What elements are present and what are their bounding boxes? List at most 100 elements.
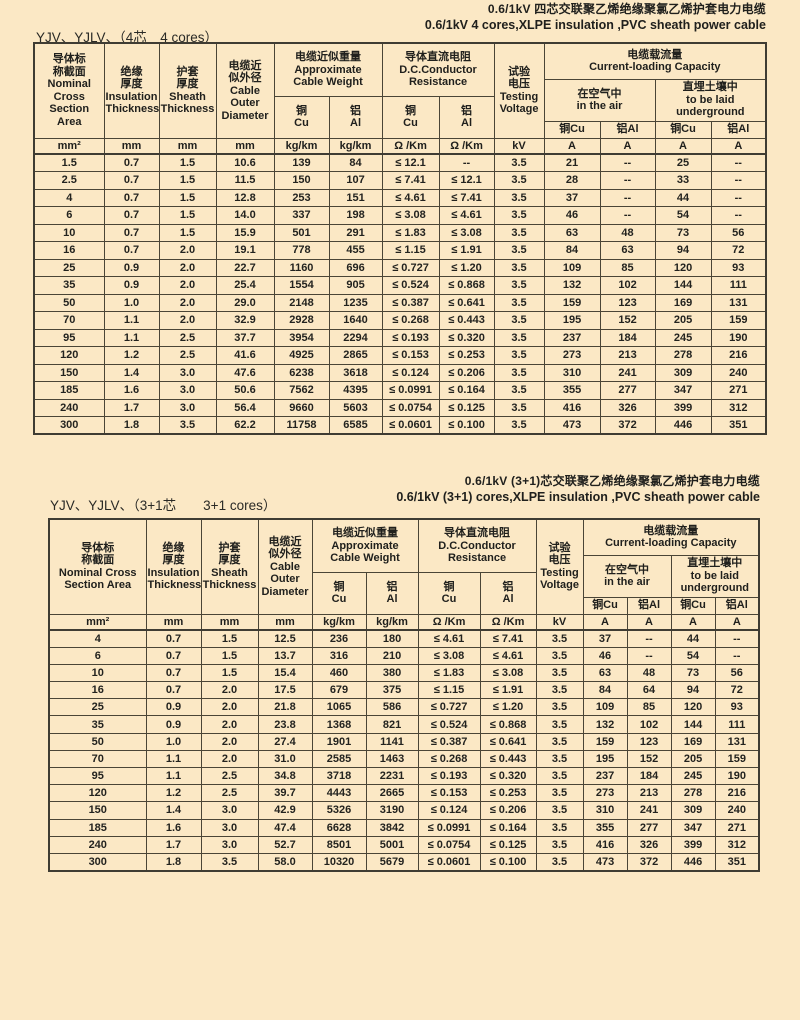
- cell: 372: [599, 416, 656, 435]
- cell: 132: [543, 276, 601, 295]
- cell: 2.5: [158, 328, 217, 347]
- unit-cell: Ω /Km: [479, 613, 537, 631]
- cell: 150: [273, 171, 330, 190]
- header-weight-cu: 铜 Cu: [273, 95, 330, 139]
- cell: 2.0: [158, 276, 217, 295]
- table-row: 6 0.7 1.5 13.7 316 210 ≤ 3.08 ≤ 4.61 3.5 46 -- 54 --: [48, 646, 760, 665]
- cell: 1640: [328, 311, 383, 330]
- cell: 1.5: [158, 206, 217, 225]
- cell: 169: [670, 732, 716, 751]
- cell: 6: [48, 646, 147, 665]
- unit-cell: mm²: [48, 613, 147, 631]
- cell: 28: [543, 171, 601, 190]
- cell: ≤ 0.443: [479, 749, 537, 769]
- header-approximate-cable-weight: 电缆近似重量 Approximate Cable Weight: [311, 518, 419, 573]
- cell: 1160: [273, 258, 330, 277]
- cell: 120: [33, 346, 105, 365]
- cell: 2148: [273, 293, 330, 312]
- table-row: 185 1.6 3.0 50.6 7562 4395 ≤ 0.0991 ≤ 0.164 3.5 3…: [33, 381, 767, 400]
- cell: 460: [311, 663, 367, 683]
- cell: 821: [365, 715, 419, 734]
- cell: ≤ 0.868: [479, 715, 537, 734]
- cell: ≤ 0.727: [417, 698, 481, 717]
- cell: 3.0: [158, 398, 217, 417]
- cell: 159: [582, 732, 628, 751]
- cell: 70: [48, 749, 147, 769]
- cell: 185: [33, 381, 105, 400]
- table-row: 150 1.4 3.0 42.9 5326 3190 ≤ 0.124 ≤ 0.206 3.5 31…: [48, 801, 760, 820]
- cell: 237: [582, 766, 628, 786]
- cell: 2.0: [158, 293, 217, 312]
- cell: ≤ 1.91: [479, 681, 537, 700]
- cell: --: [438, 153, 495, 172]
- cell: ≤ 0.153: [417, 784, 481, 803]
- cell: 0.7: [103, 153, 160, 172]
- cell: ≤ 0.320: [479, 766, 537, 786]
- cell: ≤ 0.727: [381, 258, 440, 277]
- table-row: 4 0.7 1.5 12.5 236 180 ≤ 4.61 ≤ 7.41 3.5 37 -- 44 --: [48, 629, 760, 648]
- cell: 48: [599, 223, 656, 242]
- cell: 0.7: [103, 188, 160, 207]
- cell: 3.5: [493, 328, 545, 347]
- cell: 3.5: [493, 188, 545, 207]
- cell: 3.5: [535, 698, 584, 717]
- cell: 2.0: [200, 732, 259, 751]
- cell: 586: [365, 698, 419, 717]
- cell: ≤ 1.91: [438, 241, 495, 260]
- cell: 5679: [365, 852, 419, 872]
- unit-cell: mm: [257, 613, 313, 631]
- cell: 240: [710, 363, 767, 382]
- cell: 473: [582, 852, 628, 872]
- cell: 85: [626, 698, 672, 717]
- table-row: 150 1.4 3.0 47.6 6238 3618 ≤ 0.124 ≤ 0.206 3.5 31…: [33, 363, 767, 382]
- cell: 240: [714, 801, 760, 820]
- cell: 326: [626, 835, 672, 854]
- header-in-the-air: 在空气中 in the air: [582, 554, 672, 598]
- cell: 778: [273, 241, 330, 260]
- table1-model-label: YJV、YJLV、（4芯 4 cores）: [36, 30, 219, 45]
- cell: 48: [626, 663, 672, 683]
- cell: --: [599, 206, 656, 225]
- cell: 3.5: [535, 784, 584, 803]
- cell: 679: [311, 681, 367, 700]
- cell: 1.8: [145, 852, 202, 872]
- cell: 56: [714, 663, 760, 683]
- cell: 3.5: [535, 749, 584, 769]
- unit-cell: A: [710, 137, 767, 155]
- unit-cell: kg/km: [365, 613, 419, 631]
- cell: 102: [599, 276, 656, 295]
- cell: 1463: [365, 749, 419, 769]
- cell: 2.0: [200, 715, 259, 734]
- cell: ≤ 0.0991: [381, 381, 440, 400]
- cell: 12.8: [215, 188, 275, 207]
- cell: 3.5: [535, 852, 584, 872]
- cell: 120: [670, 698, 716, 717]
- cell: ≤ 0.124: [417, 801, 481, 820]
- cell: 62.2: [215, 416, 275, 435]
- unit-cell: A: [670, 613, 716, 631]
- table-row: 240 1.7 3.0 52.7 8501 5001 ≤ 0.0754 ≤ 0.125 3.5 4…: [48, 835, 760, 854]
- cell: 63: [582, 663, 628, 683]
- cell: 94: [654, 241, 712, 260]
- cell: 3.5: [493, 241, 545, 260]
- cell: ≤ 0.868: [438, 276, 495, 295]
- cell: 446: [654, 416, 712, 435]
- cell: ≤ 0.268: [381, 311, 440, 330]
- cell: 109: [543, 258, 601, 277]
- cell: 446: [670, 852, 716, 872]
- cell: 41.6: [215, 346, 275, 365]
- cell: 3.5: [493, 206, 545, 225]
- cell: 501: [273, 223, 330, 242]
- table1-spec-table: 导体标 称截面 Nominal Cross Section Area 绝缘 厚度…: [33, 42, 768, 435]
- cell: 102: [626, 715, 672, 734]
- cell: 107: [328, 171, 383, 190]
- header-current-loading-capacity: 电缆载流量 Current-loading Capacity: [582, 518, 760, 556]
- table-row: 16 0.7 2.0 19.1 778 455 ≤ 1.15 ≤ 1.91 3.5 84 63 94 7…: [33, 241, 767, 260]
- header-weight-al: 铝 Al: [365, 571, 419, 615]
- unit-cell: mm: [158, 137, 217, 155]
- cell: ≤ 0.268: [417, 749, 481, 769]
- unit-cell: mm: [200, 613, 259, 631]
- unit-cell: A: [543, 137, 601, 155]
- cell: 47.6: [215, 363, 275, 382]
- cell: 2865: [328, 346, 383, 365]
